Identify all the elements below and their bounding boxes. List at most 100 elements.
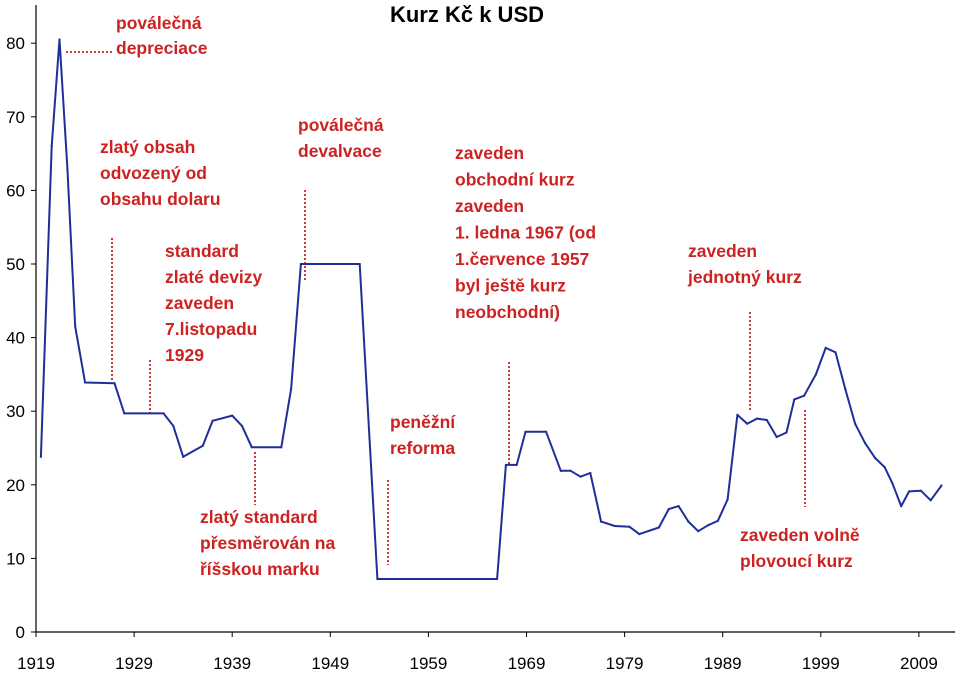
data-point	[891, 482, 894, 485]
annotation-line: 1929	[165, 345, 204, 365]
data-point	[201, 444, 204, 447]
y-tick-label: 40	[6, 329, 25, 348]
data-point	[638, 533, 641, 536]
data-point	[697, 530, 700, 533]
data-point	[929, 499, 932, 502]
data-point	[240, 424, 244, 428]
annotation-line: peněžní	[390, 412, 456, 432]
data-point	[883, 466, 886, 469]
data-point	[726, 498, 729, 501]
data-point	[775, 435, 778, 439]
x-tick-label: 1979	[606, 654, 644, 673]
annotation-line: poválečná	[116, 13, 202, 33]
data-point	[504, 463, 507, 467]
y-tick-label: 20	[6, 476, 25, 495]
annotation-markers	[66, 51, 806, 565]
data-point	[628, 525, 631, 528]
data-point	[907, 490, 911, 493]
data-point	[677, 505, 680, 508]
data-point	[716, 519, 719, 522]
annotation-text: standard zlaté devizy zaveden 7.listopadu 19…	[165, 241, 263, 365]
data-point	[854, 422, 857, 425]
data-point	[706, 524, 710, 527]
x-tick-label: 1919	[17, 654, 55, 673]
x-tick-label: 1989	[704, 654, 742, 673]
annotation-line: zaveden	[165, 293, 234, 313]
data-point	[765, 418, 768, 422]
data-point	[589, 471, 592, 475]
data-point	[785, 431, 788, 434]
data-point	[250, 446, 253, 449]
data-point	[162, 412, 165, 415]
annotation-text: poválečná devalvace	[298, 115, 384, 161]
annotation-line: reforma	[390, 438, 455, 458]
data-point	[515, 463, 518, 467]
annotation-line: poválečná	[298, 115, 384, 135]
annotation-line: říšskou marku	[200, 559, 320, 579]
annotation-line: zaveden	[688, 241, 757, 261]
x-tick-label: 1939	[213, 654, 251, 673]
data-point	[834, 351, 837, 354]
data-point	[289, 388, 293, 391]
data-point	[231, 414, 234, 417]
data-point	[113, 382, 116, 385]
annotation-text: zlatý obsah odvozený od obsahu dolaru	[100, 137, 221, 209]
data-point	[579, 475, 582, 478]
data-point	[299, 262, 302, 266]
data-point	[755, 417, 759, 420]
data-point	[814, 373, 817, 376]
data-point	[524, 430, 527, 433]
data-point	[58, 38, 61, 41]
data-point	[495, 577, 499, 581]
data-point	[793, 398, 796, 401]
data-point	[613, 524, 616, 528]
annotation-line: přesměrován na	[200, 533, 335, 553]
annotation-line: zaveden volně	[740, 525, 860, 545]
annotation-line: standard	[165, 241, 239, 261]
data-point	[824, 346, 827, 350]
x-tick-label: 1999	[802, 654, 840, 673]
y-tick-label: 30	[6, 402, 25, 421]
data-point	[667, 507, 670, 511]
annotation-line: obchodní kurz	[455, 170, 575, 190]
data-point	[599, 520, 603, 523]
data-point	[569, 469, 572, 472]
annotation-text: poválečná depreciace	[116, 13, 208, 58]
annotation-text: zaveden obchodní kurz zaveden 1. ledna 1967…	[455, 143, 596, 322]
y-tick-label: 70	[6, 108, 25, 127]
x-tick-label: 1969	[508, 654, 546, 673]
data-point	[919, 489, 922, 492]
data-point	[50, 145, 53, 148]
x-tick-label: 1959	[409, 654, 447, 673]
annotation-line: 1. ledna 1967 (od	[455, 223, 596, 243]
data-point	[863, 441, 867, 444]
data-point	[182, 455, 185, 458]
data-point	[873, 456, 876, 459]
annotation-line: zlatý obsah	[100, 137, 195, 157]
data-point	[559, 469, 562, 472]
data-point	[940, 484, 943, 487]
data-point	[376, 577, 379, 581]
data-point	[83, 381, 87, 384]
annotation-line: zaveden	[455, 196, 524, 216]
data-point	[746, 422, 749, 425]
annotation-line: neobchodní)	[455, 302, 560, 322]
data-point	[736, 413, 739, 416]
y-tick-label: 10	[6, 549, 25, 568]
annotation-text: zaveden jednotný kurz	[687, 241, 802, 287]
annotations: poválečná depreciace zlatý obsah odvozený o…	[100, 13, 860, 579]
data-point	[66, 167, 69, 170]
annotation-line: zaveden	[455, 143, 524, 163]
data-point	[358, 262, 361, 266]
data-point	[39, 455, 43, 458]
annotation-line: 7.listopadu	[165, 319, 257, 339]
data-point	[657, 526, 661, 529]
annotation-line: zlatý standard	[200, 507, 318, 527]
annotation-line: byl ještě kurz	[455, 276, 566, 296]
y-tick-label: 60	[6, 181, 25, 200]
x-tick-label: 1929	[115, 654, 153, 673]
data-point	[803, 394, 806, 397]
annotation-line: depreciace	[116, 38, 208, 58]
annotation-line: obsahu dolaru	[100, 189, 221, 209]
